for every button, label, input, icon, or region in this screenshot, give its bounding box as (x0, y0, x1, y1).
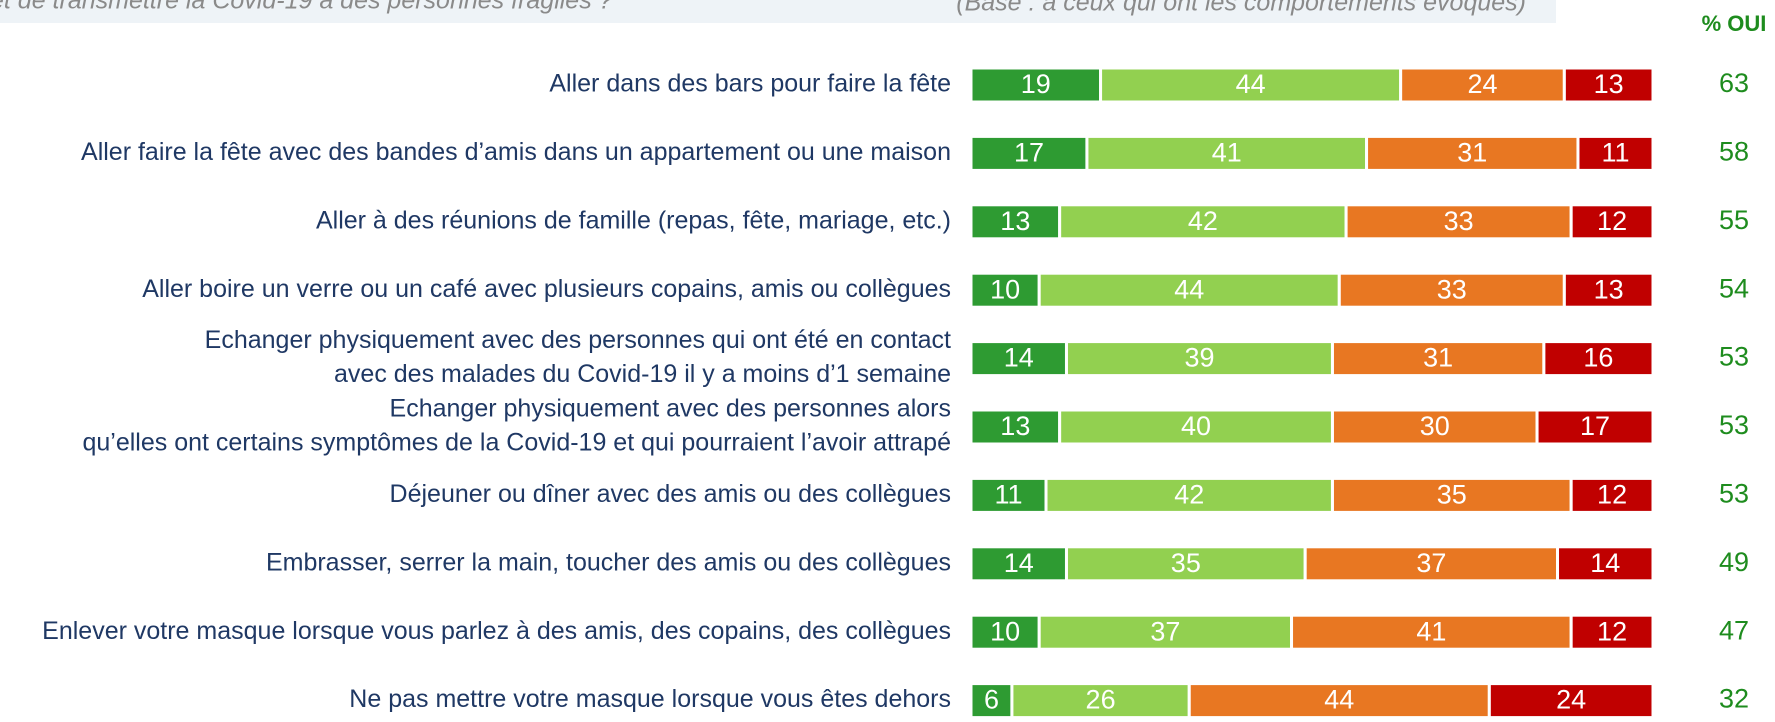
value-label: 44 (1324, 685, 1354, 715)
bar-segment (969, 682, 1014, 720)
value-label: 13 (1000, 411, 1030, 441)
bar-segment (1037, 271, 1341, 309)
bar-segment (1576, 134, 1655, 172)
category-label: Aller boire un verre ou un café avec plu… (142, 275, 951, 303)
value-label: 16 (1583, 343, 1613, 373)
category-label: Ne pas mettre votre masque lorsque vous … (349, 685, 951, 713)
bar-segment (1330, 340, 1546, 378)
value-label: 13 (1594, 69, 1624, 99)
bar-segment (969, 545, 1068, 583)
total-label: 47 (1719, 615, 1749, 645)
total-label: 53 (1719, 342, 1749, 372)
bar-segment (1099, 66, 1403, 104)
value-label: 14 (1590, 548, 1620, 578)
total-label: 58 (1719, 137, 1749, 167)
value-label: 41 (1212, 138, 1242, 168)
bar-segment (1330, 476, 1573, 514)
bar-segment (1365, 134, 1580, 172)
value-label: 26 (1086, 685, 1116, 715)
bar-segment (1569, 476, 1655, 514)
value-label: 13 (1000, 206, 1030, 236)
value-label: 39 (1184, 343, 1214, 373)
chart-title: et de transmettre la Covid-19 à des pers… (0, 0, 613, 15)
value-label: 11 (1601, 138, 1629, 168)
value-label: 33 (1437, 274, 1467, 304)
category-label: qu’elles ont certains symptômes de la Co… (82, 429, 951, 457)
total-label: 53 (1719, 479, 1749, 509)
header-band (0, 0, 1556, 23)
value-label: 14 (1004, 548, 1034, 578)
bar-segment (1569, 203, 1655, 241)
bar-segment (1337, 271, 1566, 309)
value-label: 12 (1597, 206, 1627, 236)
bar-segment (1344, 203, 1573, 241)
value-label: 6 (984, 685, 999, 715)
value-label: 37 (1416, 548, 1446, 578)
value-label: 10 (990, 274, 1020, 304)
value-label: 17 (1014, 138, 1044, 168)
category-label: Aller dans des bars pour faire la fête (549, 70, 951, 98)
value-label: 33 (1444, 206, 1474, 236)
value-label: 14 (1004, 343, 1034, 373)
total-label: 54 (1719, 273, 1749, 303)
bar-segment (969, 271, 1041, 309)
category-label: Echanger physiquement avec des personnes… (205, 326, 951, 354)
bar-segment (1562, 271, 1655, 309)
value-label: 35 (1437, 480, 1467, 510)
value-label: 24 (1556, 685, 1586, 715)
value-label: 42 (1174, 480, 1204, 510)
value-label: 35 (1171, 548, 1201, 578)
total-label: 49 (1719, 547, 1749, 577)
value-label: 31 (1457, 138, 1487, 168)
category-label: Aller faire la fête avec des bandes d’am… (81, 138, 951, 166)
bar-segment (1303, 545, 1560, 583)
value-label: 44 (1174, 274, 1204, 304)
value-label: 12 (1597, 480, 1627, 510)
value-label: 12 (1597, 616, 1627, 646)
bar-segment (1064, 340, 1334, 378)
category-label: Déjeuner ou dîner avec des amis ou des c… (390, 480, 951, 508)
subtitle: (Base : à ceux qui ont les comportements… (956, 0, 1526, 17)
bar-segment (1542, 340, 1655, 378)
totals-title: % OUI (1702, 11, 1767, 36)
bar-segment (1535, 408, 1655, 446)
value-label: 11 (994, 480, 1022, 510)
value-label: 44 (1236, 69, 1266, 99)
total-label: 63 (1719, 68, 1749, 98)
value-label: 40 (1181, 411, 1211, 441)
category-label: Echanger physiquement avec des personnes… (390, 395, 951, 423)
bar-segment (1487, 682, 1655, 720)
value-label: 17 (1580, 411, 1610, 441)
bar-segment (969, 203, 1062, 241)
value-label: 24 (1467, 69, 1497, 99)
total-label: 32 (1719, 684, 1749, 714)
bar-segment (1187, 682, 1491, 720)
bar-segment (1562, 66, 1655, 104)
bar-segment (1037, 613, 1294, 651)
value-label: 19 (1021, 69, 1051, 99)
value-label: 30 (1420, 411, 1450, 441)
value-label: 10 (990, 616, 1020, 646)
bar-segment (1085, 134, 1369, 172)
bar-segment (1064, 545, 1307, 583)
category-label: Aller à des réunions de famille (repas, … (316, 206, 951, 234)
category-label: avec des malades du Covid-19 il y a moin… (334, 360, 951, 388)
bar-segment (969, 476, 1048, 514)
bar-segment (969, 134, 1089, 172)
bar-segment (1058, 203, 1348, 241)
value-label: 42 (1188, 206, 1218, 236)
value-label: 31 (1423, 343, 1453, 373)
total-label: 53 (1719, 410, 1749, 440)
value-label: 13 (1594, 274, 1624, 304)
value-label: 41 (1416, 616, 1446, 646)
bar-segment (1569, 613, 1655, 651)
total-label: 55 (1719, 205, 1749, 235)
category-label: Embrasser, serrer la main, toucher des a… (266, 548, 951, 576)
bar-segment (1556, 545, 1655, 583)
value-label: 37 (1150, 616, 1180, 646)
category-label: Enlever votre masque lorsque vous parlez… (42, 617, 951, 645)
